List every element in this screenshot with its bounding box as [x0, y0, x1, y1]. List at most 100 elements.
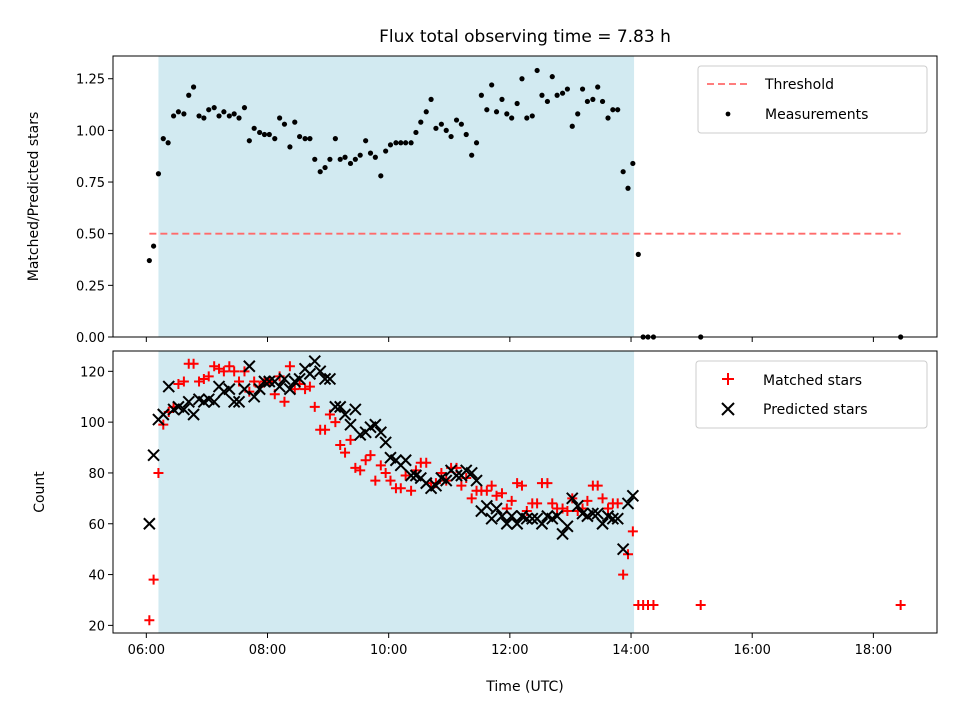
measurement-point: [363, 138, 369, 144]
predicted-star-point: [596, 517, 609, 530]
measurement-point: [292, 119, 298, 125]
predicted-star-point: [329, 400, 342, 414]
measurement-point: [251, 125, 257, 131]
matched-star-point: [289, 384, 300, 395]
matched-star-point: [532, 498, 543, 509]
measurement-point: [327, 156, 333, 162]
measurement-point: [241, 105, 248, 111]
legend-matched-label: Matched stars: [763, 373, 862, 389]
measurement-point: [287, 144, 293, 150]
predicted-star-point: [263, 375, 276, 388]
matched-star-point: [224, 361, 235, 372]
matched-star-point: [320, 424, 331, 435]
measurement-point: [514, 100, 520, 107]
measurement-point: [357, 152, 363, 158]
measurement-point: [453, 117, 460, 123]
predicted-star-point: [490, 502, 503, 515]
predicted-star-point: [253, 382, 266, 396]
measurement-point: [433, 125, 439, 131]
matched-star-point: [406, 485, 417, 496]
matched-star-point: [173, 379, 184, 390]
predicted-star-point: [495, 509, 509, 523]
predicted-star-point: [440, 474, 453, 487]
bottom-legend: Matched stars Predicted stars: [695, 360, 928, 429]
bottom-y-tick-label: 40: [88, 569, 105, 584]
measurement-point: [478, 92, 484, 98]
matched-star-point: [218, 366, 229, 377]
matched-star-point: [400, 470, 411, 481]
matched-star-point: [597, 493, 608, 504]
measurement-point: [196, 113, 202, 119]
measurement-point: [186, 92, 192, 98]
matched-star-point: [365, 450, 376, 461]
predicted-star-point: [293, 372, 306, 386]
top-y-tick-label: 1.00: [76, 124, 105, 139]
predicted-star-point: [232, 395, 246, 409]
top-y-tick-label: 0.50: [76, 228, 105, 243]
predicted-star-point: [470, 474, 483, 487]
measurement-point: [257, 129, 263, 136]
predicted-star-point: [591, 507, 604, 520]
top-y-axis-label: Matched/Predicted stars: [26, 112, 42, 282]
measurement-point: [569, 123, 575, 129]
measurement-point: [620, 169, 626, 175]
measurement-point: [216, 113, 222, 119]
x-axis-label: Time (UTC): [485, 679, 563, 695]
legend-matched-swatch: [722, 373, 734, 385]
measurement-point: [181, 111, 187, 117]
measurement-point: [398, 140, 404, 146]
predicted-star-point: [247, 390, 261, 403]
matched-star-point: [648, 600, 659, 611]
measurement-point: [564, 86, 571, 92]
x-tick-label: 14:00: [612, 643, 649, 658]
predicted-star-point: [157, 408, 170, 421]
matched-star-point: [355, 465, 366, 476]
matched-star-point: [340, 447, 351, 458]
measurement-point: [277, 115, 283, 121]
matched-star-point: [178, 376, 189, 387]
predicted-star-point: [258, 375, 271, 388]
matched-star-point: [229, 366, 240, 377]
predicted-star-point: [485, 512, 498, 525]
measurement-point: [352, 156, 358, 162]
measurement-point: [584, 98, 591, 105]
predicted-star-point: [273, 380, 286, 393]
matched-star-point: [421, 457, 432, 468]
measurement-point: [342, 154, 348, 160]
measurement-point: [630, 160, 636, 167]
legend-measurements-label: Measurements: [765, 107, 868, 123]
measurement-point: [302, 136, 308, 142]
predicted-star-point: [399, 454, 412, 467]
measurement-point: [625, 185, 631, 191]
predicted-star-point: [621, 497, 635, 510]
predicted-star-point: [404, 469, 418, 482]
measurement-point: [615, 107, 621, 113]
predicted-star-point: [323, 372, 337, 386]
legend-measurements-swatch: [725, 111, 731, 117]
predicted-star-point: [606, 512, 620, 525]
measurement-point: [473, 140, 480, 146]
matched-star-point: [627, 526, 638, 537]
measurement-point: [146, 257, 152, 264]
predicted-star-point: [374, 426, 388, 439]
measurement-point: [155, 171, 162, 177]
measurement-point: [469, 152, 475, 158]
predicted-star-point: [303, 367, 317, 381]
top-observing-window: [158, 56, 635, 337]
predicted-star-point: [177, 403, 191, 416]
matched-star-point: [375, 460, 386, 471]
predicted-star-point: [450, 469, 463, 482]
measurement-point: [272, 136, 278, 142]
measurement-point: [322, 164, 328, 171]
top-y-tick-label: 1.25: [76, 73, 105, 88]
predicted-star-point: [535, 517, 549, 530]
measurement-point: [347, 160, 354, 167]
measurement-point: [590, 96, 596, 102]
predicted-star-point: [187, 408, 200, 421]
matched-star-point: [360, 455, 371, 466]
predicted-star-point: [238, 382, 251, 396]
measurement-point: [499, 96, 505, 102]
measurement-point: [438, 121, 444, 127]
predicted-star-point: [182, 395, 195, 409]
matched-star-point: [562, 506, 573, 517]
